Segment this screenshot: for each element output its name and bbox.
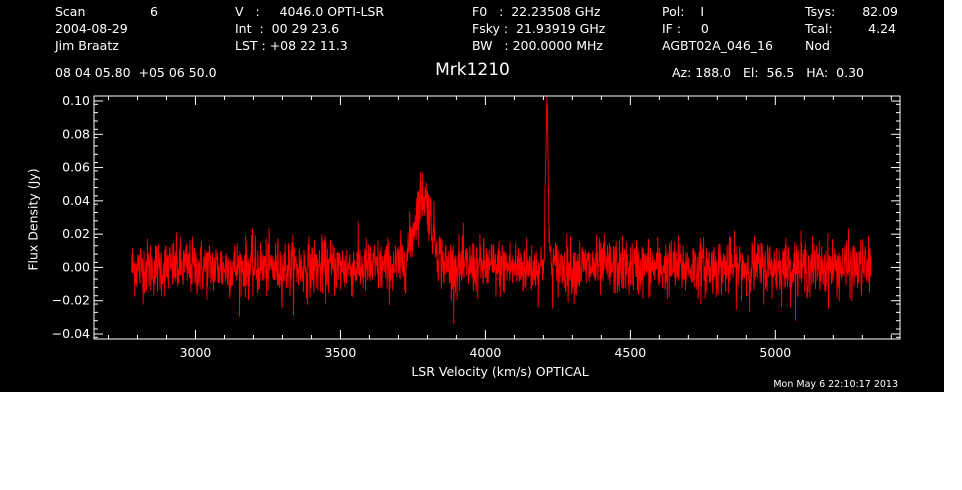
velocity-info: V : 4046.0 OPTI-LSR bbox=[235, 4, 385, 19]
x-tick-label: 4500 bbox=[614, 345, 646, 360]
observing-mode: Nod bbox=[805, 38, 830, 53]
observation-date: 2004-08-29 bbox=[55, 21, 128, 36]
tcal-value: 4.24 bbox=[868, 21, 896, 36]
lst-info: LST : +08 22 11.3 bbox=[235, 38, 348, 53]
plot-frame bbox=[93, 95, 901, 340]
y-tick-label: −0.02 bbox=[52, 293, 90, 308]
plot-timestamp: Mon May 6 22:10:17 2013 bbox=[773, 379, 898, 390]
integration-time: Int : 00 29 23.6 bbox=[235, 21, 340, 36]
project-id: AGBT02A_046_16 bbox=[662, 38, 773, 53]
source-position: 08 04 05.80 +05 06 50.0 bbox=[55, 65, 217, 80]
spectrum-plot-panel: Scan 6 2004-08-29 Jim Braatz 08 04 05.80… bbox=[0, 0, 944, 392]
spectrum-series-line bbox=[131, 96, 872, 325]
series-layer bbox=[131, 96, 872, 325]
rest-frequency: F0 : 22.23508 GHz bbox=[472, 4, 601, 19]
y-tick-label: 0.10 bbox=[62, 93, 90, 108]
y-tick-label: 0.08 bbox=[62, 126, 90, 141]
y-tick-label: 0.04 bbox=[62, 193, 90, 208]
scan-number: 6 bbox=[150, 4, 158, 19]
x-tick-label: 3500 bbox=[325, 345, 357, 360]
tsys-value: 82.09 bbox=[862, 4, 898, 19]
y-tick-label: −0.04 bbox=[52, 326, 90, 341]
scan-label: Scan bbox=[55, 4, 86, 19]
observer-name: Jim Braatz bbox=[55, 38, 119, 53]
x-tick-label: 4000 bbox=[469, 345, 501, 360]
chart-title: Mrk1210 bbox=[435, 60, 510, 80]
x-axis-label: LSR Velocity (km/s) OPTICAL bbox=[411, 364, 589, 379]
tsys-label: Tsys: bbox=[805, 4, 836, 19]
y-tick-label: 0.02 bbox=[62, 226, 90, 241]
tcal-label: Tcal: bbox=[805, 21, 833, 36]
polarization: Pol: I bbox=[662, 4, 705, 19]
y-tick-label: 0.00 bbox=[62, 259, 90, 274]
axes-layer: 3000 3500 4000 4500 5000 −0.04 −0.02 0.00 0.02 0.… bbox=[52, 93, 901, 360]
y-tick-label: 0.06 bbox=[62, 160, 90, 175]
bandwidth: BW : 200.0000 MHz bbox=[472, 38, 603, 53]
pointing-info: Az: 188.0 El: 56.5 HA: 0.30 bbox=[672, 65, 865, 80]
x-tick-label: 5000 bbox=[759, 345, 791, 360]
x-tick-label: 3000 bbox=[180, 345, 212, 360]
y-axis-label: Flux Density (Jy) bbox=[25, 168, 41, 271]
spectrum-chart: 3000 3500 4000 4500 5000 −0.04 −0.02 0.00 0.02 0.… bbox=[52, 93, 901, 360]
if-number: IF : 0 bbox=[662, 21, 709, 36]
sky-frequency: Fsky : 21.93919 GHz bbox=[472, 21, 606, 36]
blank-area bbox=[0, 392, 962, 490]
